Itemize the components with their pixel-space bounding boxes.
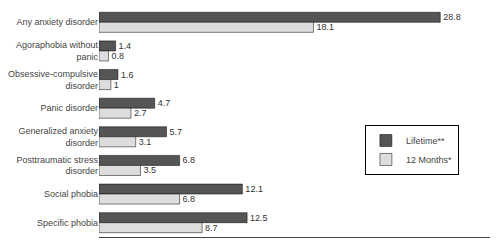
svg-text:6.8: 6.8 (183, 155, 196, 165)
svg-text:0.8: 0.8 (111, 51, 124, 61)
svg-text:12 Months*: 12 Months* (406, 155, 452, 165)
svg-text:8.7: 8.7 (205, 223, 218, 233)
svg-text:Social phobia: Social phobia (44, 189, 98, 199)
svg-text:3.5: 3.5 (143, 165, 156, 175)
svg-text:Agoraphobia withoutpanic: Agoraphobia withoutpanic (16, 40, 99, 62)
svg-text:4.7: 4.7 (158, 98, 171, 108)
svg-text:Posttraumatic stressdisorder: Posttraumatic stressdisorder (16, 155, 98, 177)
svg-text:12.5: 12.5 (250, 213, 268, 223)
svg-text:12.1: 12.1 (245, 184, 263, 194)
svg-text:1.6: 1.6 (121, 70, 134, 80)
svg-text:Obsessive-compulsivedisorder: Obsessive-compulsivedisorder (8, 69, 98, 91)
svg-text:Panic disorder: Panic disorder (40, 103, 98, 113)
svg-text:1.4: 1.4 (119, 41, 132, 51)
svg-text:Generalized anxietydisorder: Generalized anxietydisorder (18, 126, 98, 148)
svg-text:6.8: 6.8 (183, 194, 196, 204)
svg-text:18.1: 18.1 (316, 22, 334, 32)
svg-text:3.1: 3.1 (139, 137, 152, 147)
svg-text:Lifetime**: Lifetime** (406, 136, 445, 146)
svg-text:2.7: 2.7 (134, 108, 147, 118)
svg-text:28.8: 28.8 (443, 12, 461, 22)
svg-text:5.7: 5.7 (170, 127, 183, 137)
svg-text:Specific phobia: Specific phobia (37, 218, 98, 228)
svg-text:1: 1 (114, 80, 119, 90)
svg-text:Any anxiety disorder: Any anxiety disorder (16, 17, 98, 27)
